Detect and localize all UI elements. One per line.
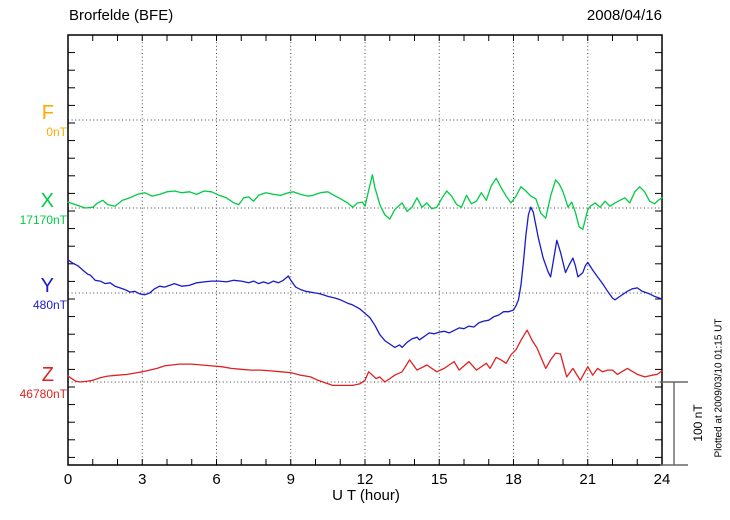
trace-Z	[67, 329, 663, 387]
plot-frame	[67, 34, 663, 466]
x-tick-label-24: 24	[653, 471, 671, 488]
component-label-Y: Y	[40, 275, 54, 297]
trace-X	[67, 174, 663, 230]
scale-bar	[660, 381, 688, 466]
component-baseline-value-Y: 480nT	[32, 298, 67, 312]
x-tick-label-15: 15	[430, 471, 448, 488]
component-label-F: F	[41, 102, 54, 124]
scale-bar-label: 100 nT	[691, 404, 705, 442]
component-baseline-value-X: 17170nT	[19, 213, 67, 227]
x-tick-label-12: 12	[356, 471, 374, 488]
component-label-Z: Z	[41, 364, 54, 386]
component-baseline-value-Z: 46780nT	[19, 387, 67, 401]
x-tick-label-18: 18	[505, 471, 522, 488]
component-baseline-value-F: 0nT	[46, 125, 67, 139]
x-tick-label-6: 6	[212, 471, 221, 488]
trace-Y	[67, 206, 663, 349]
x-tick-label-3: 3	[138, 471, 147, 488]
x-tick-label-0: 0	[63, 471, 73, 488]
station-title: Brorfelde (BFE)	[69, 7, 174, 24]
x-axis-label: U T (hour)	[332, 487, 400, 504]
plot-date: 2008/04/16	[586, 7, 662, 24]
plotted-at-note: Plotted at 2009/03/10 01:15 UT	[713, 318, 725, 458]
component-label-X: X	[40, 190, 54, 212]
x-tick-label-21: 21	[579, 471, 597, 488]
x-tick-label-9: 9	[286, 471, 295, 488]
